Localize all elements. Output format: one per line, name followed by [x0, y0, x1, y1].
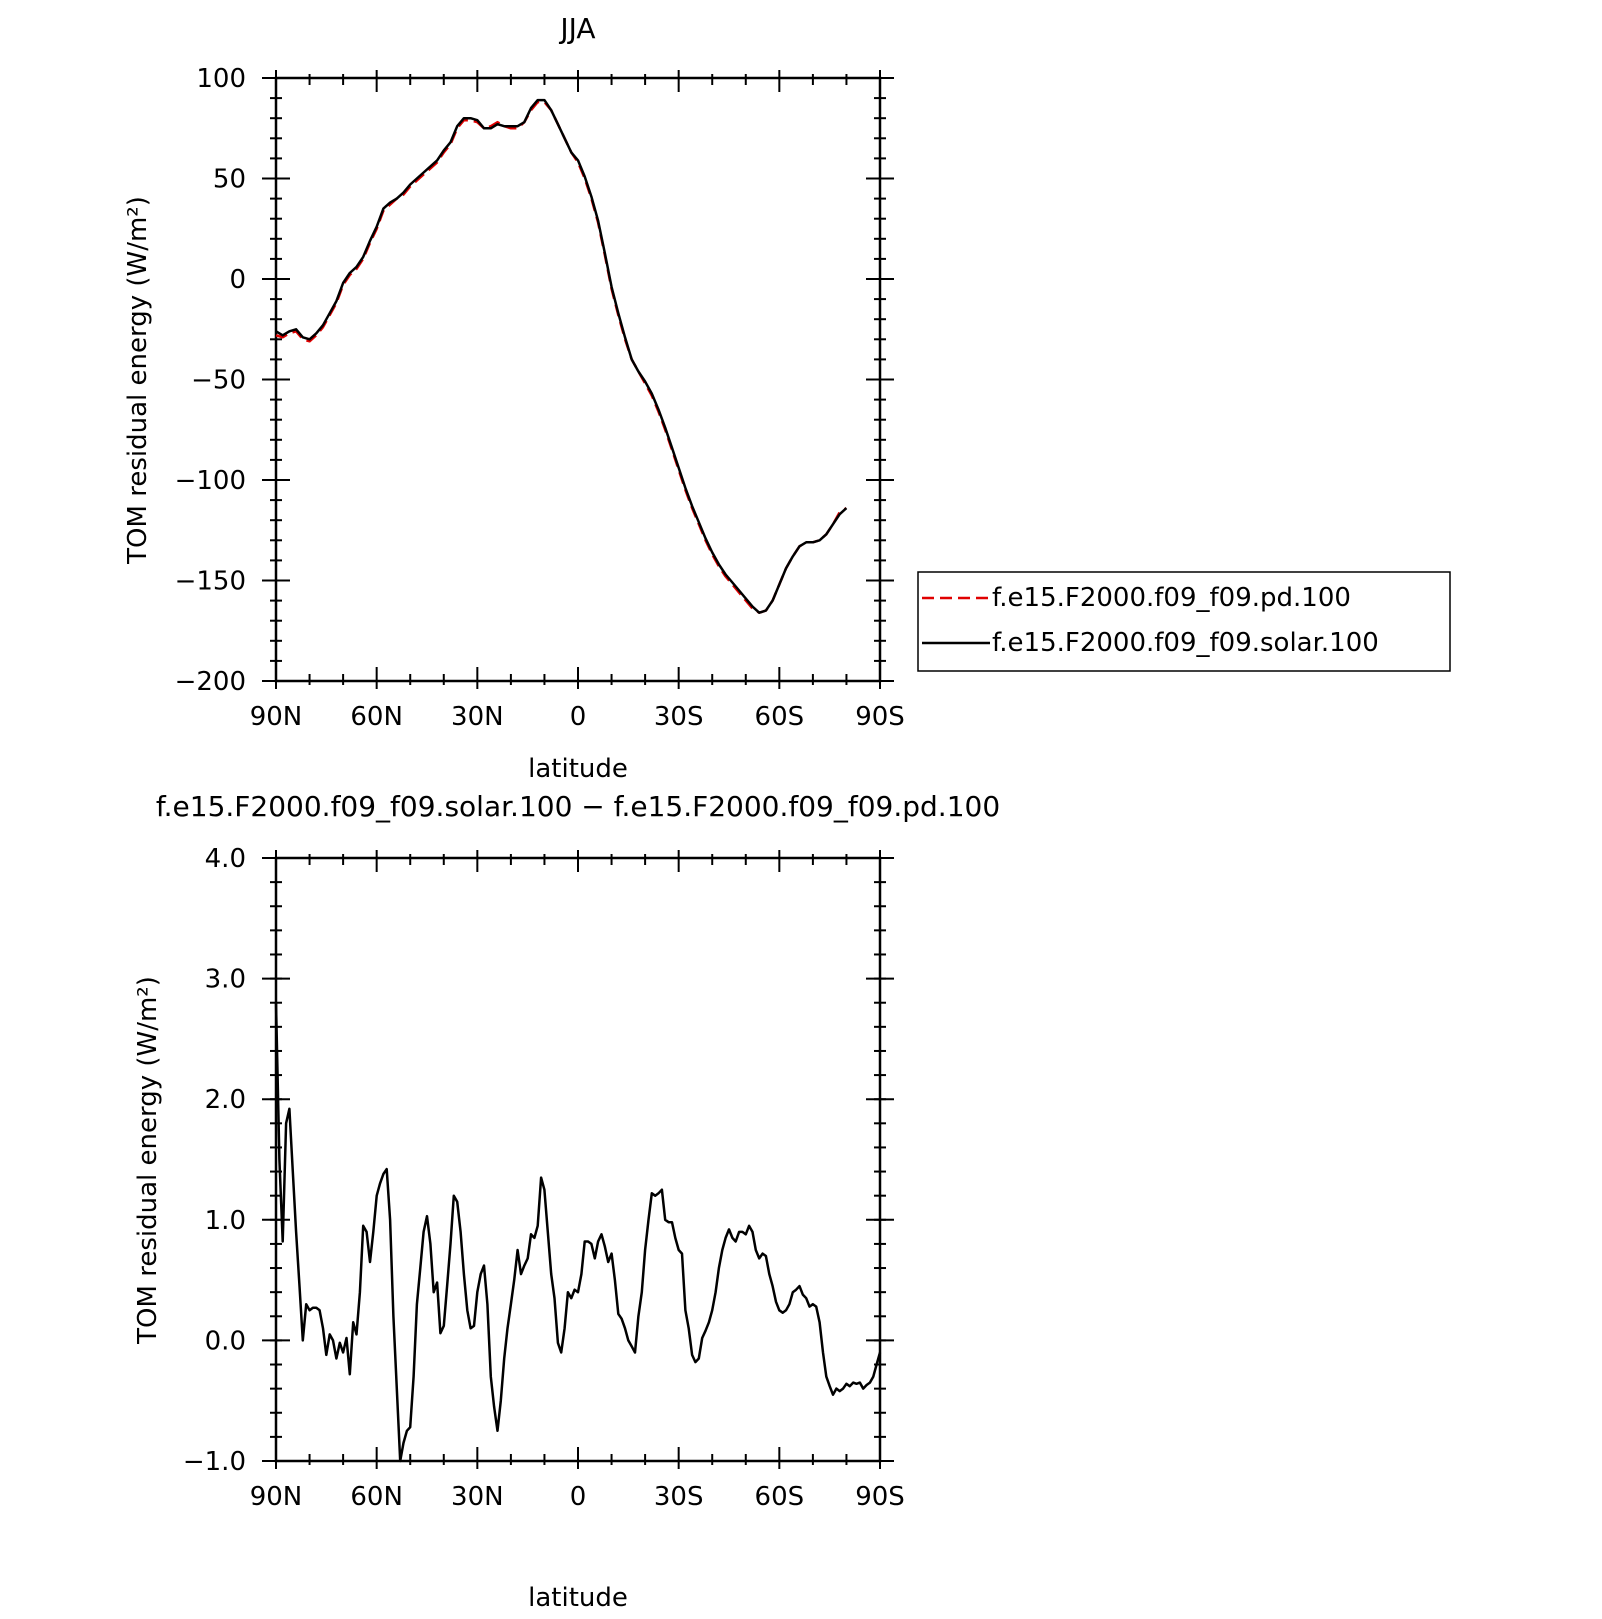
bottom-chart-frame	[274, 856, 882, 1463]
y-tick-label: −50	[191, 366, 246, 396]
legend-box	[917, 571, 1451, 672]
y-tick-label: 50	[213, 165, 246, 195]
x-tick-label: 0	[570, 1482, 587, 1512]
legend-label-pd: f.e15.F2000.f09_f09.pd.100	[992, 583, 1351, 613]
top-chart-ticks	[262, 70, 894, 689]
x-tick-label: 30S	[654, 1482, 704, 1512]
x-tick-label: 90N	[250, 702, 303, 732]
x-tick-label: 30N	[451, 1482, 504, 1512]
bottom-chart-tick-labels: 90N 60N 30N 0 30S 60S 90S 4.0 3.0 2.0 1.0 0.0 −1.0	[183, 844, 905, 1512]
x-tick-label: 60N	[350, 702, 403, 732]
x-tick-label: 90N	[250, 1482, 303, 1512]
y-tick-label: 3.0	[205, 965, 246, 995]
series-line-0	[274, 1002, 882, 1463]
bottom-chart-series	[274, 1002, 882, 1463]
y-tick-label: 0	[229, 265, 246, 295]
series-line-0	[275, 100, 848, 614]
x-tick-label: 60N	[350, 1482, 403, 1512]
bottom-chart-y-axis-label: TOM residual energy (W/m²)	[133, 976, 163, 1345]
top-chart-x-axis-label: latitude	[528, 754, 628, 784]
top-chart-title: JJA	[558, 12, 595, 45]
x-tick-label: 90S	[855, 702, 905, 732]
legend-label-solar: f.e15.F2000.f09_f09.solar.100	[992, 628, 1379, 658]
y-tick-label: −1.0	[183, 1447, 246, 1477]
top-chart-frame	[274, 76, 882, 683]
x-tick-label: 60S	[755, 1482, 805, 1512]
bottom-chart: f.e15.F2000.f09_f09.solar.100 − f.e15.F2…	[133, 790, 1000, 1613]
y-tick-label: −200	[175, 667, 246, 697]
y-tick-label: 4.0	[205, 844, 246, 874]
top-chart-tick-labels: 90N 60N 30N 0 30S 60S 90S 100 50 0 −50 −100 −150 −200	[175, 64, 905, 732]
top-chart-series	[275, 98, 848, 614]
x-tick-label: 90S	[855, 1482, 905, 1512]
bottom-chart-ticks	[262, 850, 894, 1469]
y-tick-label: 0.0	[205, 1326, 246, 1356]
y-tick-label: 100	[196, 64, 246, 94]
y-tick-label: 1.0	[205, 1206, 246, 1236]
top-chart-y-axis-label: TOM residual energy (W/m²)	[123, 196, 153, 565]
x-tick-label: 60S	[755, 702, 805, 732]
series-line-1	[275, 98, 848, 614]
y-tick-label: −150	[175, 567, 246, 597]
bottom-chart-x-axis-label: latitude	[528, 1583, 628, 1613]
x-tick-label: 30S	[654, 702, 704, 732]
top-chart-legend: f.e15.F2000.f09_f09.pd.100 f.e15.F2000.f…	[917, 571, 1451, 672]
x-tick-label: 0	[570, 702, 587, 732]
y-tick-label: −100	[175, 466, 246, 496]
top-chart: JJA 90N 60N 30N 0 30S 60S 90S 100 50 0 −50 −100 −150…	[123, 12, 905, 784]
bottom-chart-title: f.e15.F2000.f09_f09.solar.100 − f.e15.F2…	[156, 790, 1000, 823]
y-tick-label: 2.0	[205, 1085, 246, 1115]
x-tick-label: 30N	[451, 702, 504, 732]
